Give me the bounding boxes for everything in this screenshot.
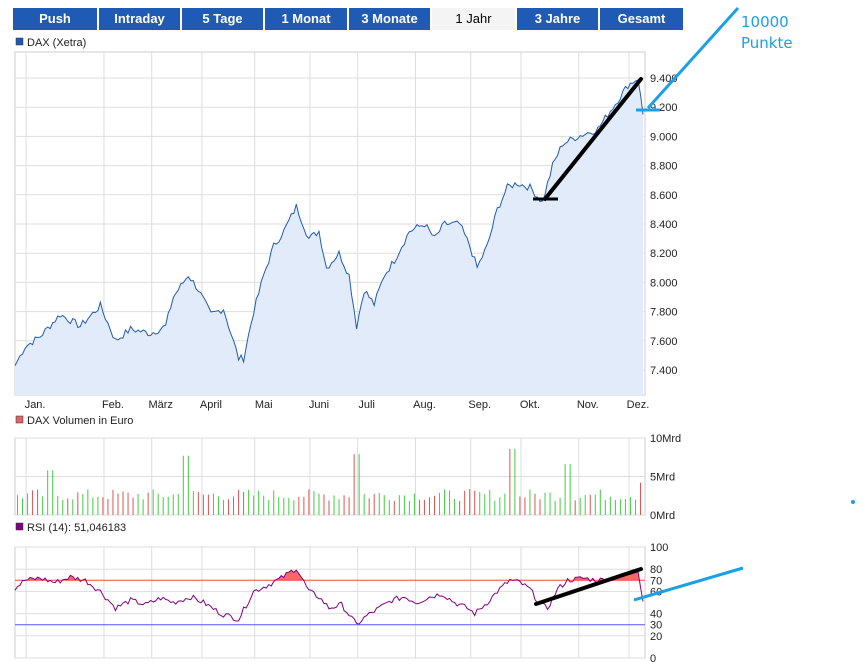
annotation-line2: Punkte — [741, 34, 793, 52]
period-tabs: Push Intraday 5 Tage 1 Monat 3 Monate 1 Jahr 3… — [13, 8, 685, 30]
legend-swatch — [15, 37, 24, 46]
tab-intraday[interactable]: Intraday — [99, 8, 180, 30]
tab-gesamt[interactable]: Gesamt — [600, 8, 683, 30]
y-tick-label: 7.400 — [650, 365, 678, 377]
y-tick-label: 70 — [650, 575, 662, 587]
x-tick-label: Jan. — [25, 399, 46, 411]
y-tick-label: 40 — [650, 609, 662, 621]
x-tick-label: März — [148, 399, 172, 411]
annotation-dot — [851, 500, 855, 504]
panel-frame — [14, 546, 646, 659]
tab-1-jahr[interactable]: 1 Jahr — [432, 8, 515, 30]
y-tick-label: 8.800 — [650, 161, 678, 173]
trend-line-rsi — [534, 567, 643, 606]
y-tick-label: 9.200 — [650, 102, 678, 114]
y-tick-label: 8.000 — [650, 277, 678, 289]
x-tick-label: Aug. — [413, 399, 436, 411]
rsi-line — [14, 569, 644, 625]
y-tick-label: 7.800 — [650, 307, 678, 319]
annotation-arrow-price — [646, 6, 740, 110]
price-legend: DAX (Xetra) — [27, 37, 86, 49]
y-tick-label: 100 — [650, 542, 668, 554]
annotation-text: 10000 Punkte — [741, 12, 793, 54]
tab-3-monate[interactable]: 3 Monate — [349, 8, 430, 30]
y-tick-label: 8.600 — [650, 190, 678, 202]
legend-swatch — [15, 415, 24, 424]
x-tick-label: Juni — [309, 399, 329, 411]
y-tick-label: 10Mrd — [650, 433, 681, 445]
x-tick-label: Sep. — [468, 399, 491, 411]
annotation-arrow-rsi — [633, 566, 744, 602]
y-tick-label: 0 — [650, 653, 656, 665]
y-tick-label: 30 — [650, 620, 662, 632]
trend-line-price — [543, 77, 643, 201]
legend-swatch — [15, 522, 24, 531]
y-tick-label: 7.600 — [650, 336, 678, 348]
y-tick-label: 20 — [650, 631, 662, 643]
y-tick-label: 8.400 — [650, 219, 678, 231]
tab-5-tage[interactable]: 5 Tage — [182, 8, 263, 30]
annotation-line1: 10000 — [741, 13, 789, 31]
x-tick-label: Feb. — [102, 399, 124, 411]
tab-push[interactable]: Push — [13, 8, 97, 30]
tab-1-monat[interactable]: 1 Monat — [265, 8, 347, 30]
x-tick-label: April — [200, 399, 222, 411]
tab-3-jahre[interactable]: 3 Jahre — [517, 8, 598, 30]
price-area — [15, 80, 643, 395]
y-tick-label: 5Mrd — [650, 472, 675, 484]
x-tick-label: Mai — [255, 399, 273, 411]
rsi-overbought-fill — [25, 570, 640, 581]
x-tick-label: Dez. — [627, 399, 650, 411]
y-tick-label: 80 — [650, 564, 662, 576]
volume-legend: DAX Volumen in Euro — [27, 415, 133, 427]
y-tick-label: 9.000 — [650, 131, 678, 143]
x-tick-label: Okt. — [520, 399, 540, 411]
x-tick-label: Juli — [358, 399, 375, 411]
y-tick-label: 8.200 — [650, 248, 678, 260]
x-tick-label: Nov. — [577, 399, 599, 411]
rsi-legend: RSI (14): 51,046183 — [27, 522, 126, 534]
y-tick-label: 0Mrd — [650, 510, 675, 522]
